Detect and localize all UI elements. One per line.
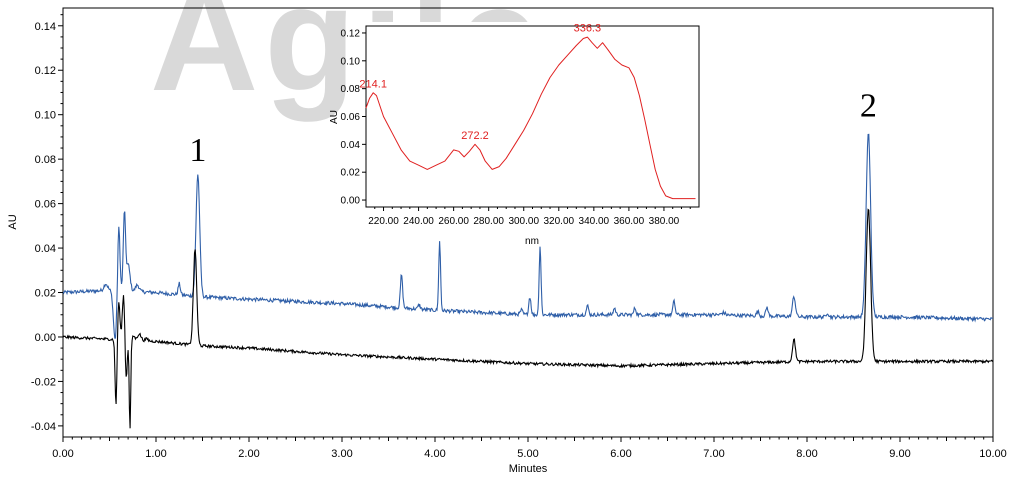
y-tick-label: 0.02 [35, 288, 56, 300]
inset-axes: 220.00 240.00 260.00 280.00 300.00 320.00 340.… [341, 28, 691, 227]
chromatogram-trace-blue [62, 133, 993, 339]
inset-y-axis-label: AU [329, 110, 340, 124]
y-tick-label: 0.14 [35, 21, 56, 33]
spectrum-peak-label: 272.2 [461, 130, 489, 142]
inset-y-tick-label: 0.12 [341, 28, 361, 39]
y-tick-label: 0.00 [35, 332, 56, 344]
inset-annotations: 214.1 272.2 336.3 [359, 23, 601, 142]
uv-spectrum-trace [365, 36, 696, 200]
spectrum-peak-label: 336.3 [574, 23, 602, 35]
y-tick-label: 0.12 [35, 65, 56, 77]
peak-labels: 12 [189, 87, 877, 168]
inset-x-tick-label: 320.00 [543, 216, 574, 227]
inset-x-tick-label: 360.00 [614, 216, 645, 227]
y-tick-label: 0.08 [35, 154, 56, 166]
inset-y-tick-label: 0.08 [341, 84, 361, 95]
chromatogram-trace-black [62, 208, 994, 429]
x-tick-label: 8.00 [796, 448, 817, 460]
x-axis-label: Minutes [509, 463, 548, 475]
inset-x-tick-label: 380.00 [649, 216, 680, 227]
peak-number-label: 1 [189, 132, 206, 169]
inset-x-tick-label: 300.00 [508, 216, 539, 227]
x-tick-label: 10.00 [979, 448, 1007, 460]
inset-x-tick-label: 260.00 [438, 216, 469, 227]
uv-spectrum-inset: 220.00 240.00 260.00 280.00 300.00 320.00 340.… [329, 22, 700, 247]
x-tick-label: 0.00 [52, 448, 73, 460]
inset-y-tick-label: 0.00 [341, 196, 361, 207]
y-tick-label: 0.06 [35, 199, 56, 211]
inset-x-tick-label: 240.00 [403, 216, 434, 227]
x-tick-label: 2.00 [238, 448, 259, 460]
x-tick-label: 4.00 [424, 448, 445, 460]
x-tick-label: 1.00 [145, 448, 166, 460]
y-axis-label: AU [7, 214, 19, 229]
inset-x-tick-label: 280.00 [473, 216, 504, 227]
peak-number-label: 2 [860, 87, 877, 124]
y-tick-label: -0.02 [31, 376, 56, 388]
inset-x-tick-label: 340.00 [579, 216, 610, 227]
spectrum-peak-label: 214.1 [359, 78, 387, 90]
inset-y-tick-label: 0.04 [341, 140, 361, 151]
inset-traces [365, 36, 696, 200]
x-tick-label: 9.00 [889, 448, 910, 460]
main-axes: 0.00 1.00 2.00 3.00 4.00 5.00 6.00 7.00 8.00 9.00… [31, 14, 1007, 460]
main-traces [62, 133, 994, 429]
x-tick-label: 6.00 [610, 448, 631, 460]
x-tick-label: 3.00 [331, 448, 352, 460]
inset-x-axis-label: nm [525, 236, 539, 247]
inset-y-tick-label: 0.10 [341, 56, 361, 67]
x-tick-label: 7.00 [703, 448, 724, 460]
y-tick-label: 0.04 [35, 243, 56, 255]
inset-y-tick-label: 0.06 [341, 112, 361, 123]
inset-y-tick-label: 0.02 [341, 168, 361, 179]
x-tick-label: 5.00 [517, 448, 538, 460]
inset-x-tick-label: 220.00 [368, 216, 399, 227]
y-tick-label: -0.04 [31, 421, 56, 433]
y-tick-label: 0.10 [35, 110, 56, 122]
